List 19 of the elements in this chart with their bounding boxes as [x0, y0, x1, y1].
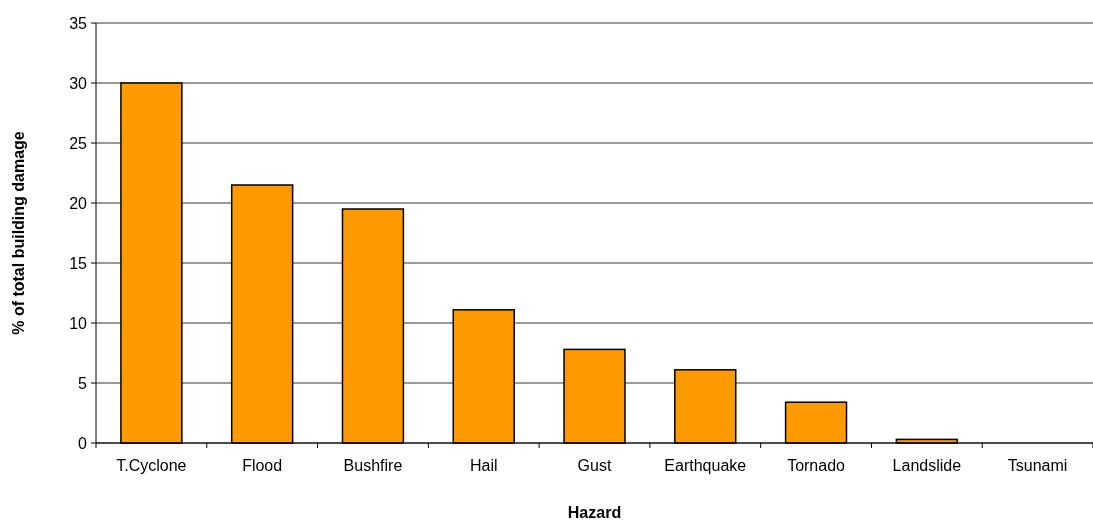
x-tick-label: Tsunami	[1007, 457, 1068, 474]
y-tick-label: 0	[78, 434, 88, 452]
x-tick-label: T.Cyclone	[116, 457, 187, 474]
y-tick-label: 20	[69, 194, 88, 212]
x-tick-label: Tornado	[787, 457, 846, 474]
y-tick-label: 15	[69, 254, 88, 272]
x-tick-label: Gust	[577, 457, 612, 474]
y-tick-label: 10	[69, 314, 88, 332]
y-tick-label: 30	[69, 74, 88, 92]
x-tick-label: Bushfire	[343, 457, 403, 474]
y-tick-label: 25	[69, 134, 88, 152]
y-tick-label: 35	[69, 14, 88, 32]
y-tick-label: 5	[78, 374, 88, 392]
x-tick-label: Earthquake	[664, 457, 747, 474]
y-axis-title: % of total building damage	[10, 131, 27, 335]
x-tick-label: Flood	[242, 457, 283, 474]
x-tick-label: Hail	[469, 457, 498, 474]
x-tick-label: Landslide	[892, 457, 962, 474]
x-axis-title: Hazard	[567, 504, 622, 521]
